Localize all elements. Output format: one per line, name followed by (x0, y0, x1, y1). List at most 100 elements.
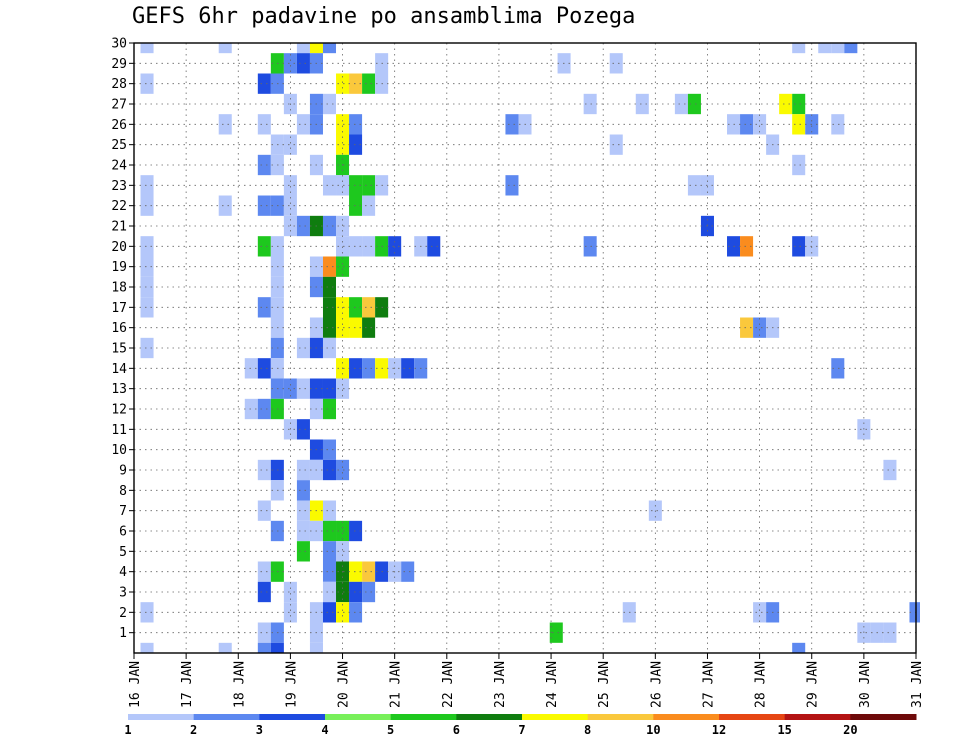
heatmap-cell (296, 43, 310, 54)
heatmap-cell (362, 297, 376, 318)
heatmap-cell (257, 642, 271, 653)
colorbar-swatch (653, 714, 720, 720)
heatmap-cell (296, 541, 310, 562)
heatmap-cell (336, 134, 350, 155)
heatmap-cell (831, 114, 845, 135)
heatmap-cell (609, 53, 623, 74)
y-tick-label: 28 (111, 77, 127, 92)
heatmap-cell (296, 419, 310, 440)
y-tick-label: 27 (111, 98, 127, 113)
heatmap-cell (257, 561, 271, 582)
heatmap-cell (257, 73, 271, 94)
heatmap-cell (349, 317, 363, 338)
heatmap-cell (883, 622, 897, 643)
heatmap-cell (140, 73, 154, 94)
y-tick-label: 26 (111, 118, 127, 133)
y-tick-label: 25 (111, 138, 127, 153)
chart-title: GEFS 6hr padavine po ansamblima Pozega (132, 4, 636, 29)
y-tick-label: 8 (119, 484, 127, 499)
heatmap-cell (349, 73, 363, 94)
heatmap-cell (270, 642, 284, 653)
heatmap-cell (296, 520, 310, 542)
heatmap-cell (792, 93, 806, 115)
y-tick-label: 11 (111, 423, 127, 438)
heatmap-cell (218, 195, 232, 216)
y-tick-label: 7 (119, 504, 127, 519)
heatmap-cell (322, 43, 337, 54)
heatmap-cell (322, 93, 337, 115)
heatmap-cell (336, 114, 350, 135)
heatmap-cell (336, 378, 350, 399)
colorbar-label: 6 (453, 723, 460, 737)
x-tick-label: 28 JAN (754, 661, 769, 708)
y-tick-label: 19 (111, 260, 127, 275)
heatmap-cell (349, 581, 363, 603)
heatmap-cell (687, 93, 701, 115)
x-tick-label: 26 JAN (649, 661, 664, 708)
colorbar-label: 2 (190, 723, 197, 737)
heatmap-cell (792, 114, 806, 135)
heatmap-cell (687, 175, 701, 196)
heatmap-cell (349, 561, 363, 582)
y-tick-label: 1 (119, 626, 127, 641)
y-tick-label: 23 (111, 179, 127, 194)
heatmap-cell (257, 358, 271, 379)
heatmap-cell (362, 581, 376, 603)
colorbar-label: 12 (712, 723, 726, 737)
heatmap-cell (257, 622, 271, 643)
colorbar-swatch (587, 714, 654, 720)
colorbar-label: 3 (256, 723, 263, 737)
colorbar-label: 15 (777, 723, 791, 737)
heatmap-cell (583, 236, 597, 257)
colorbar-swatch (390, 714, 457, 720)
colorbar-label: 8 (584, 723, 591, 737)
heatmap-cell (322, 378, 337, 399)
heatmap-cell (336, 520, 350, 542)
heatmap-cell (336, 459, 350, 481)
heatmap-cell (792, 236, 806, 257)
heatmap-cell (244, 398, 258, 420)
heatmap-cell (140, 175, 154, 196)
heatmap-cell (349, 175, 363, 196)
heatmap-cell (309, 642, 323, 653)
heatmap-cell (140, 43, 154, 54)
heatmap-cell (283, 195, 297, 216)
heatmap-cell (140, 642, 154, 653)
heatmap-cell (257, 236, 271, 257)
heatmap-cell (753, 602, 767, 623)
heatmap-cell (322, 317, 337, 338)
heatmap-cell (283, 175, 297, 196)
x-tick-label: 21 JAN (389, 661, 404, 708)
heatmap-cell (336, 175, 350, 196)
heatmap-cell (257, 398, 271, 420)
heatmap-cell (257, 297, 271, 318)
heatmap-cell (336, 581, 350, 603)
heatmap-cell (218, 642, 232, 653)
colorbar-swatch (325, 714, 392, 720)
heatmap-cell (296, 480, 310, 501)
heatmap-cell (296, 337, 310, 359)
heatmap-cell (609, 134, 623, 155)
heatmap-cell (296, 500, 310, 521)
cells-layer (140, 43, 920, 653)
heatmap-cell (322, 297, 337, 318)
y-tick-label: 4 (119, 565, 127, 580)
heatmap-cell (362, 73, 376, 94)
colorbar-label: 20 (843, 723, 857, 737)
heatmap-cell (362, 175, 376, 196)
heatmap-cell (818, 43, 832, 54)
heatmap-cell (322, 602, 337, 623)
heatmap-cell (257, 114, 271, 135)
heatmap-cell (883, 459, 897, 481)
colorbar-swatch (193, 714, 260, 720)
y-tick-label: 17 (111, 301, 127, 316)
heatmap-cell (283, 134, 297, 155)
heatmap-cell (257, 154, 271, 176)
axes-layer: 1234567891011121314151617181920212223242… (111, 37, 925, 708)
y-tick-label: 13 (111, 382, 127, 397)
heatmap-cell (740, 236, 754, 257)
heatmap-cell (140, 602, 154, 623)
grid-layer (134, 42, 916, 653)
heatmap-cell (296, 114, 310, 135)
heatmap-cell (401, 358, 415, 379)
